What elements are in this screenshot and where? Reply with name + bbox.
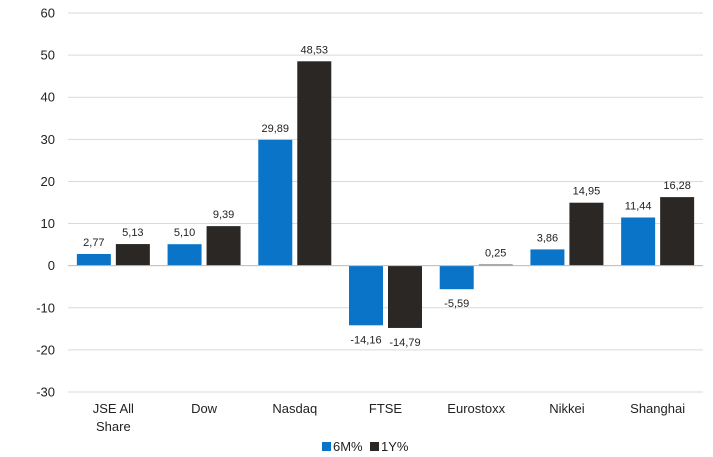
- legend-label: 1Y%: [381, 439, 409, 454]
- category-labels: JSE All Share Dow Nasdaq FTSE Eurostoxx Nikkei…: [93, 401, 685, 434]
- y-tick-label: -20: [36, 342, 55, 357]
- y-axis-tick-labels: 60 50 40 30 20 10 0 -10 -20 -30: [36, 6, 55, 400]
- bar: [569, 202, 604, 266]
- y-tick-label: 60: [41, 6, 55, 21]
- bar: [167, 244, 202, 266]
- bars: [76, 61, 695, 328]
- data-label: 16,28: [663, 180, 691, 192]
- category-label: Dow: [191, 401, 218, 416]
- category-label: Nasdaq: [272, 401, 317, 416]
- legend: 6M% 1Y%: [322, 439, 409, 454]
- data-label: 5,13: [122, 227, 143, 239]
- bar: [621, 217, 656, 266]
- data-label: 48,53: [301, 44, 329, 56]
- gridlines: [68, 12, 703, 393]
- category-label: Nikkei: [549, 401, 585, 416]
- data-label: 14,95: [573, 186, 601, 198]
- data-label: 11,44: [625, 200, 652, 212]
- bar: [297, 61, 332, 266]
- bar: [388, 265, 422, 328]
- bar: [530, 249, 565, 266]
- data-label: -14,16: [350, 334, 381, 346]
- y-tick-label: 10: [41, 216, 55, 231]
- category-label: Eurostoxx: [447, 401, 505, 416]
- legend-swatch: [370, 442, 379, 451]
- bar: [258, 139, 293, 266]
- y-tick-label: -10: [36, 300, 55, 315]
- y-tick-label: 40: [41, 90, 55, 105]
- bar: [439, 265, 474, 290]
- data-label: 5,10: [174, 227, 195, 239]
- y-tick-label: 50: [41, 48, 55, 63]
- data-labels: 2,77 5,13 5,10 9,39 29,89 48,53 -14,16 -14,79 -5…: [83, 44, 691, 349]
- bar: [349, 265, 383, 326]
- data-label: -5,59: [444, 298, 469, 310]
- legend-swatch: [322, 442, 331, 451]
- data-label: 0,25: [485, 248, 506, 260]
- y-tick-label: 30: [41, 132, 55, 147]
- bar: [206, 226, 241, 266]
- bar: [115, 244, 150, 266]
- category-label: JSE All: [93, 401, 134, 416]
- y-tick-label: -30: [36, 385, 55, 400]
- data-label: 2,77: [83, 237, 104, 249]
- data-label: 29,89: [262, 123, 290, 135]
- category-label: Share: [96, 419, 131, 434]
- y-tick-label: 20: [41, 174, 55, 189]
- category-label: FTSE: [369, 401, 403, 416]
- bar: [76, 254, 111, 266]
- data-label: 9,39: [213, 209, 234, 221]
- category-label: Shanghai: [630, 401, 685, 416]
- legend-label: 6M%: [333, 439, 363, 454]
- bar: [660, 197, 695, 266]
- bar: [478, 264, 513, 266]
- y-tick-label: 0: [48, 258, 55, 273]
- data-label: 3,86: [537, 232, 558, 244]
- data-label: -14,79: [389, 337, 420, 349]
